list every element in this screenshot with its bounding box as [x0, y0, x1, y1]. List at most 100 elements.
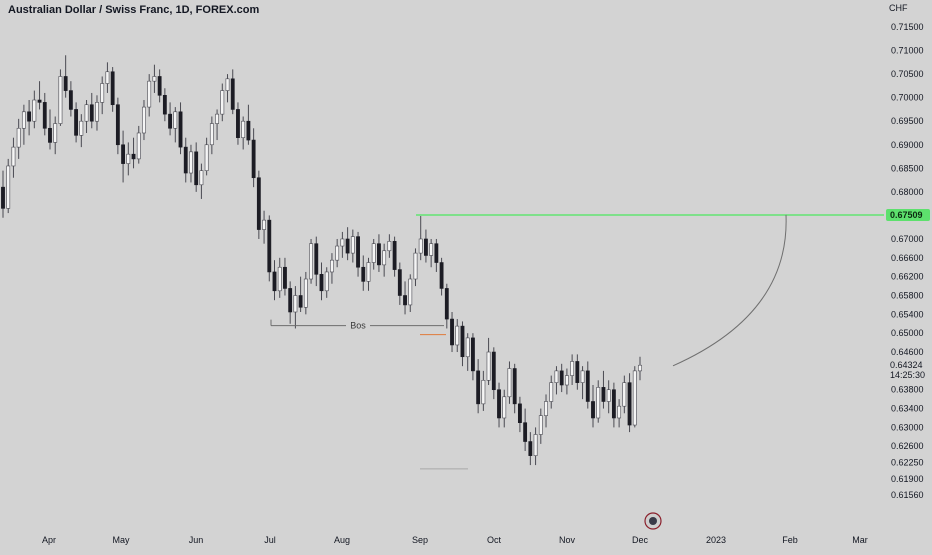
candle[interactable]: [627, 373, 632, 433]
candle[interactable]: [570, 354, 575, 386]
candle[interactable]: [147, 74, 152, 117]
candle[interactable]: [517, 396, 522, 433]
candle[interactable]: [418, 215, 423, 261]
candle[interactable]: [27, 100, 32, 136]
candle[interactable]: [288, 281, 293, 324]
candle[interactable]: [408, 274, 413, 312]
candle[interactable]: [21, 104, 26, 145]
candle[interactable]: [236, 102, 240, 145]
candle[interactable]: [413, 248, 418, 287]
candle[interactable]: [340, 231, 345, 258]
candle[interactable]: [79, 114, 84, 148]
candle[interactable]: [455, 319, 460, 353]
candle[interactable]: [575, 354, 580, 390]
candle[interactable]: [16, 118, 21, 159]
candle[interactable]: [549, 375, 554, 409]
candle[interactable]: [74, 102, 79, 143]
candle[interactable]: [136, 125, 141, 164]
candle[interactable]: [162, 88, 167, 122]
candle[interactable]: [523, 408, 528, 451]
candle[interactable]: [246, 104, 251, 145]
candle[interactable]: [225, 74, 230, 103]
candle[interactable]: [37, 81, 42, 110]
candle[interactable]: [32, 90, 37, 129]
candle[interactable]: [450, 311, 454, 353]
candle[interactable]: [377, 234, 381, 272]
candle[interactable]: [262, 210, 266, 244]
candle[interactable]: [142, 100, 146, 141]
candle[interactable]: [256, 170, 261, 239]
candle[interactable]: [617, 399, 622, 428]
candle[interactable]: [460, 321, 465, 367]
candle[interactable]: [486, 337, 491, 386]
candle[interactable]: [606, 380, 611, 414]
candle[interactable]: [356, 231, 360, 277]
candle[interactable]: [481, 370, 486, 411]
candle[interactable]: [638, 356, 642, 381]
candle[interactable]: [131, 137, 136, 169]
candle[interactable]: [42, 92, 47, 136]
candle[interactable]: [528, 432, 533, 466]
candle[interactable]: [470, 333, 475, 381]
candle[interactable]: [544, 394, 548, 428]
candle[interactable]: [209, 116, 214, 155]
candle[interactable]: [68, 81, 73, 117]
candle[interactable]: [126, 142, 131, 176]
candle[interactable]: [277, 257, 282, 298]
candle[interactable]: [95, 95, 99, 131]
candle[interactable]: [53, 116, 58, 155]
candle[interactable]: [632, 366, 637, 428]
candle[interactable]: [115, 97, 120, 155]
candle[interactable]: [204, 137, 209, 176]
candle[interactable]: [371, 238, 376, 270]
candle[interactable]: [272, 260, 277, 301]
candle[interactable]: [319, 262, 324, 301]
candle[interactable]: [100, 76, 105, 115]
candle[interactable]: [168, 102, 173, 136]
candle[interactable]: [220, 83, 225, 122]
level-price-badge[interactable]: 0.67509: [886, 209, 930, 221]
candle[interactable]: [84, 100, 89, 133]
candle[interactable]: [298, 276, 303, 312]
candle[interactable]: [121, 130, 126, 183]
candle[interactable]: [564, 368, 569, 395]
candle[interactable]: [366, 257, 371, 291]
candle[interactable]: [601, 370, 606, 409]
candle[interactable]: [6, 158, 11, 214]
candle[interactable]: [267, 215, 272, 282]
candle[interactable]: [157, 69, 162, 103]
candle[interactable]: [1, 170, 5, 218]
candle[interactable]: [241, 116, 246, 150]
candle[interactable]: [580, 366, 585, 400]
candle[interactable]: [350, 229, 355, 263]
candle[interactable]: [392, 236, 397, 277]
candle[interactable]: [382, 243, 387, 277]
candle[interactable]: [497, 382, 501, 428]
candle[interactable]: [89, 92, 94, 129]
candle[interactable]: [429, 238, 434, 268]
candle[interactable]: [533, 427, 538, 466]
candle[interactable]: [63, 55, 68, 98]
candle[interactable]: [178, 102, 183, 155]
candle[interactable]: [559, 363, 564, 393]
candle[interactable]: [324, 267, 329, 298]
candle[interactable]: [538, 408, 543, 444]
candle[interactable]: [215, 109, 219, 141]
candle[interactable]: [183, 137, 188, 183]
time-axis[interactable]: Apr May Jun Jul Aug Sep Oct Nov Dec 2023 Feb Mar: [42, 512, 868, 545]
candle[interactable]: [507, 361, 512, 404]
candle[interactable]: [622, 375, 627, 414]
candle[interactable]: [110, 67, 115, 112]
candle[interactable]: [194, 142, 199, 192]
candle[interactable]: [303, 271, 308, 315]
candle[interactable]: [293, 286, 298, 329]
candle[interactable]: [439, 257, 444, 296]
candle[interactable]: [585, 361, 590, 409]
candle[interactable]: [58, 69, 63, 126]
candle[interactable]: [512, 363, 517, 414]
candle[interactable]: [611, 382, 616, 428]
candle[interactable]: [309, 238, 313, 284]
candle[interactable]: [251, 128, 256, 188]
candle[interactable]: [173, 107, 178, 143]
candle[interactable]: [48, 109, 52, 150]
